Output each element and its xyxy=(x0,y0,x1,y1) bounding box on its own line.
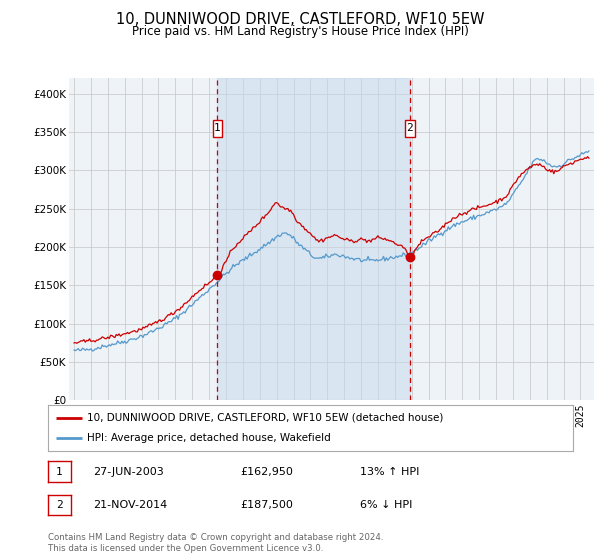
Text: 2: 2 xyxy=(56,500,63,510)
Text: Price paid vs. HM Land Registry's House Price Index (HPI): Price paid vs. HM Land Registry's House … xyxy=(131,25,469,38)
Text: 6% ↓ HPI: 6% ↓ HPI xyxy=(360,500,412,510)
Text: £187,500: £187,500 xyxy=(240,500,293,510)
Text: 21-NOV-2014: 21-NOV-2014 xyxy=(93,500,167,510)
FancyBboxPatch shape xyxy=(213,120,222,137)
Text: 2: 2 xyxy=(407,123,413,133)
Text: 1: 1 xyxy=(214,123,221,133)
Text: 10, DUNNIWOOD DRIVE, CASTLEFORD, WF10 5EW (detached house): 10, DUNNIWOOD DRIVE, CASTLEFORD, WF10 5E… xyxy=(88,413,444,423)
Text: 10, DUNNIWOOD DRIVE, CASTLEFORD, WF10 5EW: 10, DUNNIWOOD DRIVE, CASTLEFORD, WF10 5E… xyxy=(116,12,484,27)
Text: 27-JUN-2003: 27-JUN-2003 xyxy=(93,466,164,477)
Text: Contains HM Land Registry data © Crown copyright and database right 2024.
This d: Contains HM Land Registry data © Crown c… xyxy=(48,533,383,553)
Text: 1: 1 xyxy=(56,466,63,477)
Text: 13% ↑ HPI: 13% ↑ HPI xyxy=(360,466,419,477)
Bar xyxy=(217,78,410,400)
Text: £162,950: £162,950 xyxy=(240,466,293,477)
FancyBboxPatch shape xyxy=(406,120,415,137)
Text: HPI: Average price, detached house, Wakefield: HPI: Average price, detached house, Wake… xyxy=(88,433,331,443)
